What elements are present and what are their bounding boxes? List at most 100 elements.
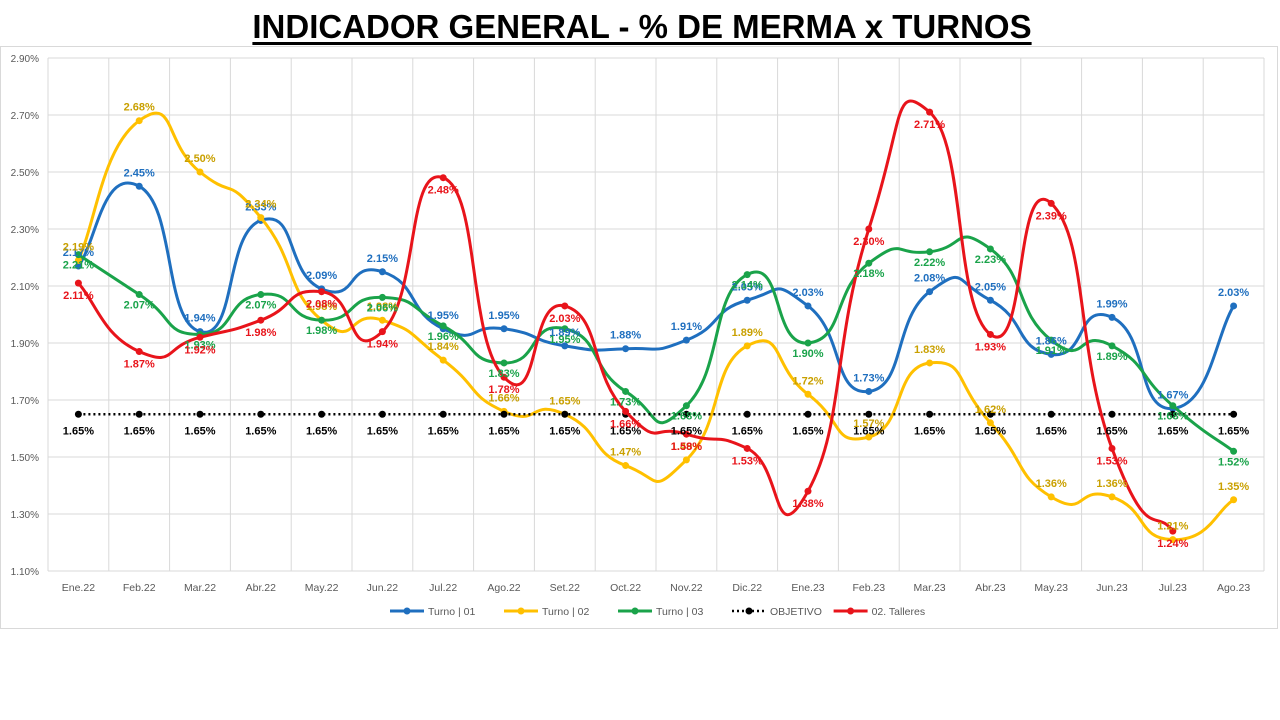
data-label: 2.03% [1218, 287, 1249, 299]
data-point [1169, 402, 1177, 410]
data-label: 1.83% [488, 368, 519, 380]
legend-item-turno-02: Turno | 02 [504, 606, 589, 618]
data-point [804, 339, 812, 347]
data-point [743, 444, 751, 452]
data-label: 1.65% [914, 425, 945, 437]
data-label: 1.57% [853, 418, 884, 430]
data-label: 1.98% [306, 325, 337, 337]
data-label: 1.87% [124, 359, 155, 371]
data-label: 1.65% [610, 425, 641, 437]
x-tick-label: Jun.22 [367, 582, 399, 594]
data-label: 1.99% [1096, 298, 1127, 310]
data-label: 1.94% [184, 313, 215, 325]
data-label: 2.23% [975, 254, 1006, 266]
legend-label: Turno | 01 [428, 606, 475, 618]
data-label: 2.50% [184, 153, 215, 165]
data-point [986, 296, 994, 304]
chart-frame [0, 46, 1278, 629]
data-label: 2.08% [306, 299, 337, 311]
data-point [1047, 199, 1055, 207]
data-label: 1.65% [488, 425, 519, 437]
data-label: 1.83% [914, 344, 945, 356]
data-point [378, 316, 386, 324]
data-point [500, 359, 508, 367]
series-line [76, 99, 1175, 533]
data-label: 1.86% [1036, 335, 1067, 347]
legend-label: Turno | 02 [542, 606, 589, 618]
data-label: 1.65% [245, 425, 276, 437]
data-point [378, 410, 386, 418]
data-label: 1.47% [610, 447, 641, 459]
data-label: 1.65% [853, 425, 884, 437]
data-point [865, 259, 873, 267]
y-tick-label: 2.50% [11, 168, 39, 179]
x-tick-label: Feb.23 [852, 582, 885, 594]
data-label: 1.78% [488, 384, 519, 396]
data-label: 1.65% [428, 425, 459, 437]
data-label: 1.65% [1096, 425, 1127, 437]
data-point [500, 373, 508, 381]
x-tick-label: Feb.22 [123, 582, 156, 594]
data-label: 1.65% [1157, 425, 1188, 437]
data-point [804, 302, 812, 310]
data-label: 1.98% [245, 327, 276, 339]
data-point [135, 182, 143, 190]
data-label: 2.06% [367, 302, 398, 314]
data-point [257, 410, 265, 418]
data-label: 2.03% [549, 313, 580, 325]
data-label: 1.66% [488, 392, 519, 404]
axis-layer: 1.10% 1.30% 1.50% 1.70% 1.90% 2.10% 2.30% 2.50%… [11, 54, 1251, 594]
data-point [986, 419, 994, 427]
data-point [439, 356, 447, 364]
series-layer [74, 99, 1238, 544]
data-point [743, 296, 751, 304]
data-label: 2.19% [63, 241, 94, 253]
y-tick-label: 2.10% [11, 282, 39, 293]
data-label: 2.18% [853, 268, 884, 280]
x-tick-label: Mar.23 [914, 582, 946, 594]
data-point [561, 342, 569, 350]
data-point [622, 407, 630, 415]
data-point [135, 117, 143, 125]
x-tick-label: Abr.23 [975, 582, 1006, 594]
data-point [1047, 350, 1055, 358]
data-point [135, 410, 143, 418]
data-label: 2.17% [63, 247, 94, 259]
data-point [135, 291, 143, 299]
data-point [74, 256, 82, 264]
data-point [378, 293, 386, 301]
data-point [378, 328, 386, 336]
data-point [1230, 447, 1238, 455]
data-point [1169, 410, 1177, 418]
data-point [318, 316, 326, 324]
data-point [500, 410, 508, 418]
legend-item-turno-01: Turno | 01 [390, 606, 475, 618]
data-label: 2.30% [853, 236, 884, 248]
y-tick-label: 1.50% [11, 453, 39, 464]
y-tick-label: 1.30% [11, 510, 39, 521]
legend-label: Turno | 03 [656, 606, 703, 618]
data-label: 2.15% [367, 253, 398, 265]
x-tick-label: Nov.22 [670, 582, 703, 594]
data-label: 1.65% [549, 425, 580, 437]
data-label: 2.09% [306, 270, 337, 282]
data-point [257, 214, 265, 222]
y-tick-label: 1.90% [11, 339, 39, 350]
data-point [682, 410, 690, 418]
data-point [439, 174, 447, 182]
data-point [1047, 336, 1055, 344]
data-label: 1.98% [306, 301, 337, 313]
data-point [1169, 527, 1177, 535]
data-point [926, 410, 934, 418]
series-turno-03 [74, 235, 1238, 455]
legend-swatch-marker [517, 607, 525, 615]
data-point [682, 456, 690, 464]
x-tick-label: Jul.23 [1159, 582, 1187, 594]
series-line [76, 235, 1236, 453]
data-point [196, 333, 204, 341]
data-point [622, 345, 630, 353]
data-label: 2.03% [792, 287, 823, 299]
data-label: 1.53% [732, 455, 763, 467]
data-point [622, 387, 630, 395]
